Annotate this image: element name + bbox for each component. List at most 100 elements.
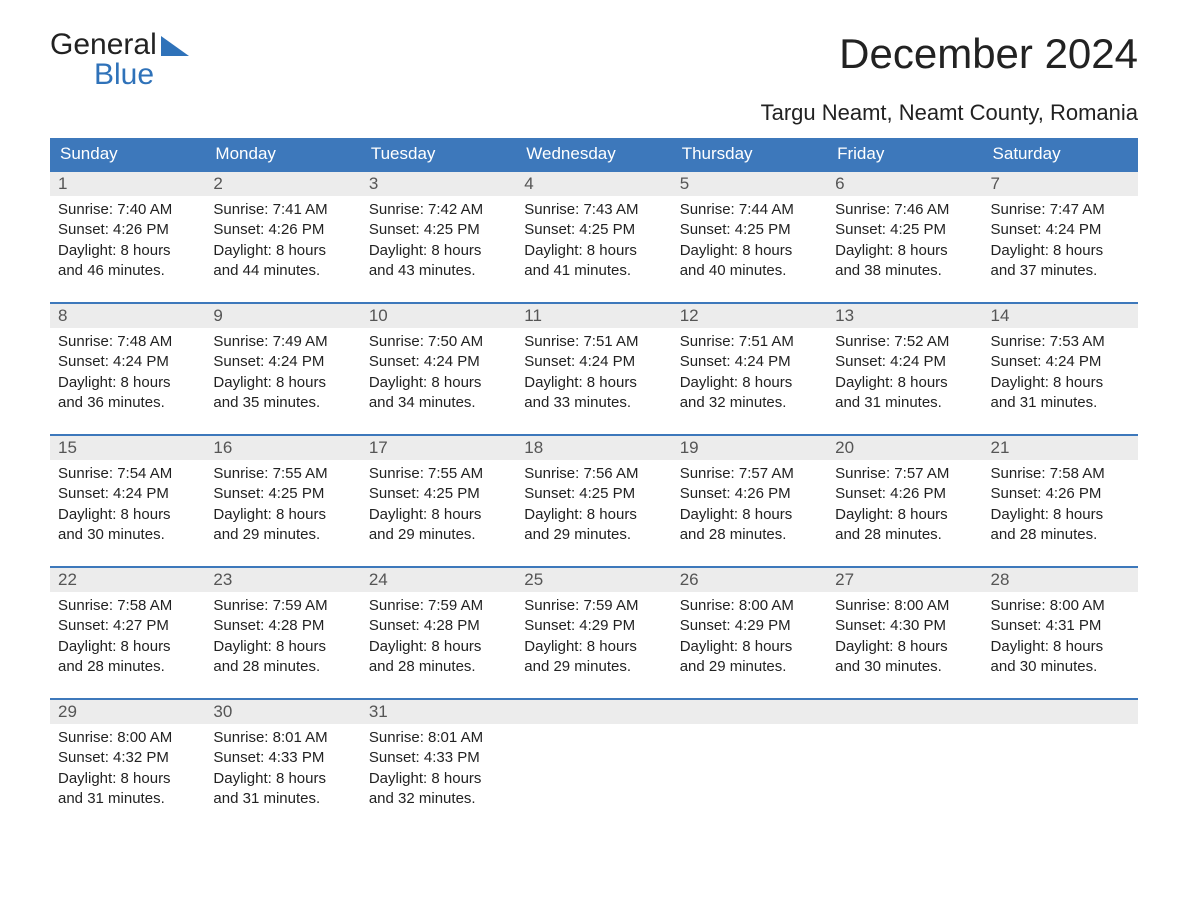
day-number: 10 (361, 304, 516, 328)
sunrise-text: Sunrise: 7:43 AM (524, 200, 663, 220)
daylight-text: Daylight: 8 hours and 28 minutes. (991, 505, 1130, 546)
daylight-text: Daylight: 8 hours and 28 minutes. (680, 505, 819, 546)
day-details: Sunrise: 8:01 AMSunset: 4:33 PMDaylight:… (205, 724, 360, 813)
day-details: Sunrise: 7:51 AMSunset: 4:24 PMDaylight:… (672, 328, 827, 417)
day-number: 30 (205, 700, 360, 724)
day-number: 31 (361, 700, 516, 724)
daylight-text: Daylight: 8 hours and 40 minutes. (680, 241, 819, 282)
daylight-text: Daylight: 8 hours and 29 minutes. (680, 637, 819, 678)
day-details: Sunrise: 7:40 AMSunset: 4:26 PMDaylight:… (50, 196, 205, 285)
day-details: Sunrise: 7:56 AMSunset: 4:25 PMDaylight:… (516, 460, 671, 549)
daylight-text: Daylight: 8 hours and 30 minutes. (835, 637, 974, 678)
sunrise-text: Sunrise: 7:51 AM (680, 332, 819, 352)
day-details: Sunrise: 7:41 AMSunset: 4:26 PMDaylight:… (205, 196, 360, 285)
calendar-day: 22Sunrise: 7:58 AMSunset: 4:27 PMDayligh… (50, 568, 205, 688)
calendar-day: 4Sunrise: 7:43 AMSunset: 4:25 PMDaylight… (516, 172, 671, 292)
sunrise-text: Sunrise: 7:42 AM (369, 200, 508, 220)
daylight-text: Daylight: 8 hours and 28 minutes. (58, 637, 197, 678)
day-number: 25 (516, 568, 671, 592)
sunset-text: Sunset: 4:27 PM (58, 616, 197, 636)
sunset-text: Sunset: 4:25 PM (680, 220, 819, 240)
daylight-text: Daylight: 8 hours and 29 minutes. (369, 505, 508, 546)
daylight-text: Daylight: 8 hours and 28 minutes. (835, 505, 974, 546)
day-number: 11 (516, 304, 671, 328)
day-number: 14 (983, 304, 1138, 328)
sunset-text: Sunset: 4:24 PM (58, 484, 197, 504)
day-number (827, 700, 982, 724)
daylight-text: Daylight: 8 hours and 29 minutes. (213, 505, 352, 546)
sunrise-text: Sunrise: 7:55 AM (369, 464, 508, 484)
weekday-header: Wednesday (516, 138, 671, 170)
daylight-text: Daylight: 8 hours and 31 minutes. (58, 769, 197, 810)
sunrise-text: Sunrise: 7:57 AM (835, 464, 974, 484)
calendar: Sunday Monday Tuesday Wednesday Thursday… (50, 138, 1138, 820)
day-number: 16 (205, 436, 360, 460)
day-number (983, 700, 1138, 724)
daylight-text: Daylight: 8 hours and 30 minutes. (58, 505, 197, 546)
daylight-text: Daylight: 8 hours and 29 minutes. (524, 505, 663, 546)
sunset-text: Sunset: 4:24 PM (213, 352, 352, 372)
day-number: 12 (672, 304, 827, 328)
weekday-header: Saturday (983, 138, 1138, 170)
calendar-day: 29Sunrise: 8:00 AMSunset: 4:32 PMDayligh… (50, 700, 205, 820)
day-number: 1 (50, 172, 205, 196)
day-details: Sunrise: 7:58 AMSunset: 4:26 PMDaylight:… (983, 460, 1138, 549)
day-details: Sunrise: 7:57 AMSunset: 4:26 PMDaylight:… (827, 460, 982, 549)
logo-word2: Blue (94, 60, 189, 90)
header: General Blue December 2024 (50, 30, 1138, 90)
daylight-text: Daylight: 8 hours and 38 minutes. (835, 241, 974, 282)
calendar-day: 5Sunrise: 7:44 AMSunset: 4:25 PMDaylight… (672, 172, 827, 292)
day-details: Sunrise: 7:54 AMSunset: 4:24 PMDaylight:… (50, 460, 205, 549)
sunrise-text: Sunrise: 8:01 AM (213, 728, 352, 748)
day-details: Sunrise: 7:59 AMSunset: 4:28 PMDaylight:… (361, 592, 516, 681)
day-details: Sunrise: 7:48 AMSunset: 4:24 PMDaylight:… (50, 328, 205, 417)
calendar-day: 16 Sunrise: 7:55 AMSunset: 4:25 PMDayligh… (205, 436, 360, 556)
day-details: Sunrise: 7:58 AMSunset: 4:27 PMDaylight:… (50, 592, 205, 681)
sunrise-text: Sunrise: 7:55 AM (213, 464, 352, 484)
sunrise-text: Sunrise: 7:58 AM (58, 596, 197, 616)
calendar-day: 9Sunrise: 7:49 AMSunset: 4:24 PMDaylight… (205, 304, 360, 424)
day-number: 29 (50, 700, 205, 724)
day-number: 6 (827, 172, 982, 196)
day-details: Sunrise: 7:43 AMSunset: 4:25 PMDaylight:… (516, 196, 671, 285)
day-details: Sunrise: 7:44 AMSunset: 4:25 PMDaylight:… (672, 196, 827, 285)
sunset-text: Sunset: 4:24 PM (991, 352, 1130, 372)
daylight-text: Daylight: 8 hours and 30 minutes. (991, 637, 1130, 678)
daylight-text: Daylight: 8 hours and 32 minutes. (680, 373, 819, 414)
calendar-day: 19 Sunrise: 7:57 AMSunset: 4:26 PMDayligh… (672, 436, 827, 556)
day-details: Sunrise: 7:47 AMSunset: 4:24 PMDaylight:… (983, 196, 1138, 285)
sunrise-text: Sunrise: 7:46 AM (835, 200, 974, 220)
sunset-text: Sunset: 4:24 PM (524, 352, 663, 372)
sunrise-text: Sunrise: 7:57 AM (680, 464, 819, 484)
day-number: 7 (983, 172, 1138, 196)
daylight-text: Daylight: 8 hours and 41 minutes. (524, 241, 663, 282)
sunrise-text: Sunrise: 7:59 AM (213, 596, 352, 616)
sunrise-text: Sunrise: 7:47 AM (991, 200, 1130, 220)
sunrise-text: Sunrise: 7:49 AM (213, 332, 352, 352)
day-number: 8 (50, 304, 205, 328)
sunset-text: Sunset: 4:25 PM (524, 220, 663, 240)
sunrise-text: Sunrise: 7:48 AM (58, 332, 197, 352)
calendar-day: 18Sunrise: 7:56 AMSunset: 4:25 PMDayligh… (516, 436, 671, 556)
daylight-text: Daylight: 8 hours and 31 minutes. (213, 769, 352, 810)
sunrise-text: Sunrise: 8:00 AM (58, 728, 197, 748)
sunrise-text: Sunrise: 7:51 AM (524, 332, 663, 352)
sunset-text: Sunset: 4:26 PM (213, 220, 352, 240)
day-number: 17 (361, 436, 516, 460)
sunset-text: Sunset: 4:29 PM (680, 616, 819, 636)
calendar-day: 20Sunrise: 7:57 AMSunset: 4:26 PMDayligh… (827, 436, 982, 556)
day-number: 26 (672, 568, 827, 592)
calendar-week: 1Sunrise: 7:40 AMSunset: 4:26 PMDaylight… (50, 170, 1138, 292)
day-details: Sunrise: 7:53 AMSunset: 4:24 PMDaylight:… (983, 328, 1138, 417)
day-details: Sunrise: 7:46 AMSunset: 4:25 PMDaylight:… (827, 196, 982, 285)
calendar-day: 12Sunrise: 7:51 AMSunset: 4:24 PMDayligh… (672, 304, 827, 424)
sunset-text: Sunset: 4:28 PM (213, 616, 352, 636)
day-number: 19 (672, 436, 827, 460)
calendar-day: 17Sunrise: 7:55 AMSunset: 4:25 PMDayligh… (361, 436, 516, 556)
sunset-text: Sunset: 4:26 PM (835, 484, 974, 504)
sunset-text: Sunset: 4:25 PM (369, 220, 508, 240)
sunset-text: Sunset: 4:25 PM (213, 484, 352, 504)
logo-triangle-icon (161, 36, 189, 56)
day-details: Sunrise: 7:59 AMSunset: 4:29 PMDaylight:… (516, 592, 671, 681)
sunset-text: Sunset: 4:26 PM (680, 484, 819, 504)
